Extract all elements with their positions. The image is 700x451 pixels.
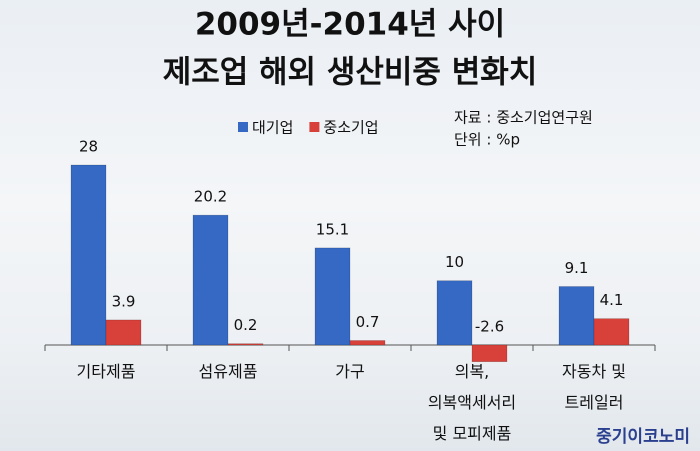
data-label: 0.7: [356, 313, 380, 331]
data-label: 10: [445, 253, 464, 271]
data-label: 20.2: [194, 188, 227, 206]
bar: [471, 344, 508, 363]
legend-swatch: [309, 122, 320, 132]
data-label: 15.1: [316, 220, 349, 238]
bar: [436, 280, 473, 346]
watermark: 중기이코노미: [596, 427, 690, 447]
bar: [314, 247, 351, 346]
data-label: 4.1: [600, 291, 624, 309]
bar: [349, 340, 386, 346]
data-label: -2.6: [475, 318, 504, 336]
x-tick-label: 기타제품: [76, 362, 136, 381]
bar: [70, 164, 107, 346]
legend-label: 중소기업: [323, 119, 378, 137]
bar: [105, 319, 142, 346]
x-tick-label: 자동차 및 트레일러: [562, 362, 626, 412]
x-tick-label: 의복, 의복액세서리 및 모피제품: [427, 362, 517, 443]
legend-swatch: [238, 122, 248, 132]
source: 자료 : 중소기업연구원: [454, 109, 593, 127]
bar: [593, 318, 630, 346]
data-label: 9.1: [565, 259, 589, 277]
bar: [558, 286, 595, 346]
x-tick-label: 섬유제품: [198, 362, 258, 381]
data-label: 0.2: [234, 316, 258, 334]
chart-title: 2009년-2014년 사이: [195, 7, 505, 43]
data-label: 3.9: [112, 292, 136, 310]
x-tick-label: 가구: [335, 362, 365, 381]
data-label: 28: [79, 138, 98, 156]
unit: 단위 : %p: [454, 131, 520, 149]
bar: [192, 214, 229, 346]
bar: [227, 343, 264, 346]
legend-label: 대기업: [252, 119, 293, 137]
chart-subtitle: 제조업 해외 생산비중 변화치: [163, 55, 538, 91]
